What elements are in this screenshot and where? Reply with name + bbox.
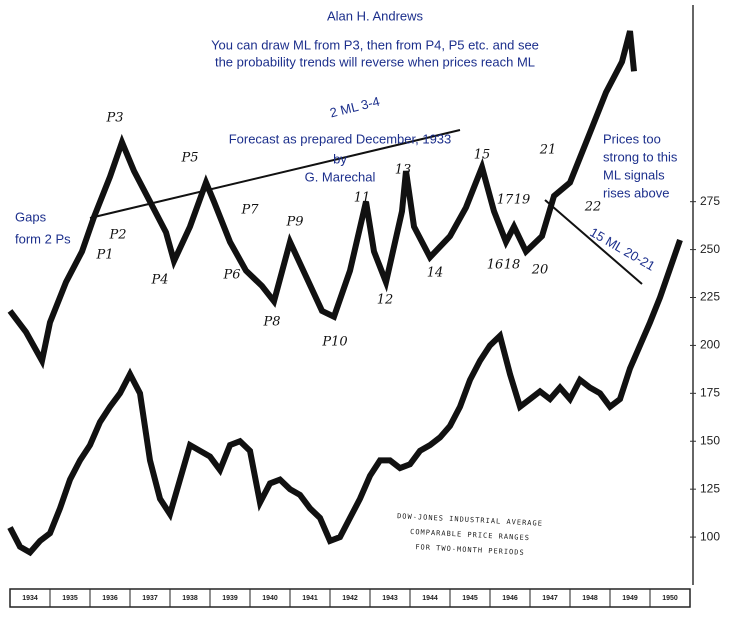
point-label: P6	[222, 268, 240, 283]
y-tick-label: 250	[700, 242, 720, 256]
annotation: rises above	[603, 185, 669, 200]
y-tick-label: 150	[700, 433, 720, 447]
annotation: G. Marechal	[305, 169, 376, 184]
caption: COMPARABLE PRICE RANGES	[410, 528, 530, 542]
point-label: 19	[514, 193, 531, 208]
y-tick-label: 225	[700, 290, 720, 304]
x-tick-label: 1938	[182, 595, 198, 602]
x-tick-label: 1949	[622, 595, 638, 602]
point-label: P2	[108, 228, 126, 243]
median-line	[89, 129, 461, 219]
caption: DOW-JONES INDUSTRIAL AVERAGE	[397, 512, 543, 528]
annotation: the probability trends will reverse when…	[215, 54, 535, 69]
point-label: 20	[531, 263, 549, 278]
price-line	[7, 30, 637, 370]
point-label: P10	[321, 335, 347, 350]
point-label: 17	[497, 193, 514, 208]
annotation: form 2 Ps	[15, 231, 71, 246]
point-label: P7	[240, 203, 259, 218]
annotation: ML signals	[603, 167, 665, 182]
x-tick-label: 1940	[262, 595, 278, 602]
annotation: Alan H. Andrews	[327, 8, 424, 23]
point-label: 15	[474, 148, 491, 163]
annotation: Prices too	[603, 131, 661, 146]
y-tick-label: 125	[700, 481, 720, 495]
x-tick-label: 1935	[62, 595, 78, 602]
point-label: P9	[285, 215, 303, 230]
x-tick-label: 1943	[382, 595, 398, 602]
annotation: You can draw ML from P3, then from P4, P…	[211, 37, 539, 52]
x-tick-label: 1936	[102, 595, 118, 602]
x-tick-label: 1941	[302, 595, 318, 602]
median-line	[544, 199, 643, 285]
point-label: P3	[105, 111, 123, 126]
point-label: 18	[504, 258, 521, 273]
point-label: 21	[539, 143, 557, 158]
y-tick-label: 175	[700, 386, 720, 400]
caption: FOR TWO-MONTH PERIODS	[415, 543, 525, 557]
annotation: Gaps	[15, 209, 47, 224]
y-tick-label: 100	[700, 529, 720, 543]
x-tick-label: 1944	[422, 595, 438, 602]
point-label: 22	[584, 200, 602, 215]
annotation: Forecast as prepared December, 1933	[229, 131, 452, 146]
price-line	[7, 239, 683, 557]
annotation: 2 ML 3-4	[328, 94, 381, 121]
x-tick-label: 1942	[342, 595, 358, 602]
point-label: P8	[262, 315, 280, 330]
point-label: 14	[427, 266, 444, 281]
point-label: P5	[180, 151, 198, 166]
point-label: 13	[395, 163, 412, 178]
x-tick-label: 1939	[222, 595, 238, 602]
x-tick-label: 1950	[662, 595, 678, 602]
point-label: 11	[354, 191, 371, 206]
x-tick-label: 1934	[22, 595, 38, 602]
point-label: 16	[487, 258, 504, 273]
point-label: P1	[95, 248, 113, 263]
x-tick-label: 1948	[582, 595, 598, 602]
point-label: 12	[377, 293, 394, 308]
point-label: P4	[150, 273, 168, 288]
y-tick-label: 275	[700, 194, 720, 208]
annotation: strong to this	[603, 149, 678, 164]
annotation: by	[333, 151, 347, 166]
y-tick-label: 200	[700, 338, 720, 352]
x-tick-label: 1945	[462, 595, 478, 602]
x-tick-label: 1946	[502, 595, 518, 602]
x-tick-label: 1937	[142, 595, 158, 602]
x-tick-label: 1947	[542, 595, 558, 602]
